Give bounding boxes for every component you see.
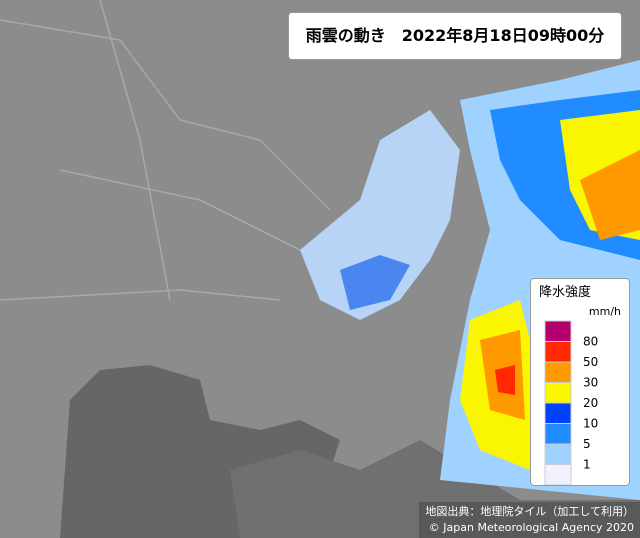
legend-swatch — [544, 341, 572, 363]
legend-swatch — [544, 464, 572, 486]
credit-line: 地図出典：地理院タイル（加工して利用） — [425, 505, 634, 518]
rain-heavy — [580, 150, 640, 240]
credit-line: © Japan Meteorological Agency 2020 — [428, 521, 634, 534]
legend-label: 30 — [583, 376, 598, 390]
legend-label: 80 — [583, 335, 598, 349]
title-box: 雨雲の動き 2022年8月18日09時00分 — [288, 12, 622, 60]
rain-intense — [495, 365, 515, 395]
legend-label: 1 — [583, 458, 591, 472]
legend-label: 20 — [583, 396, 598, 410]
credits: 地図出典：地理院タイル（加工して利用） © Japan Meteorologic… — [419, 502, 640, 538]
legend-swatch — [544, 423, 572, 445]
legend-label: 50 — [583, 355, 598, 369]
rain-moderate — [340, 255, 410, 310]
legend-swatch — [544, 361, 572, 383]
roads — [0, 0, 331, 301]
legend-swatch — [544, 382, 572, 404]
legend-swatch — [544, 402, 572, 424]
rain-light — [300, 110, 460, 320]
legend-swatch — [544, 443, 572, 465]
legend-title: 降水強度 — [539, 284, 591, 300]
legend-label: 5 — [583, 437, 591, 451]
legend-swatch — [544, 320, 572, 342]
legend-unit: mm/h — [589, 305, 621, 318]
legend: 降水強度 mm/h 80 50 30 20 10 5 1 — [530, 278, 630, 486]
legend-scale: 降水強度 mm/h 80 50 30 20 10 5 1 — [539, 284, 621, 486]
legend-label: 10 — [583, 417, 598, 431]
